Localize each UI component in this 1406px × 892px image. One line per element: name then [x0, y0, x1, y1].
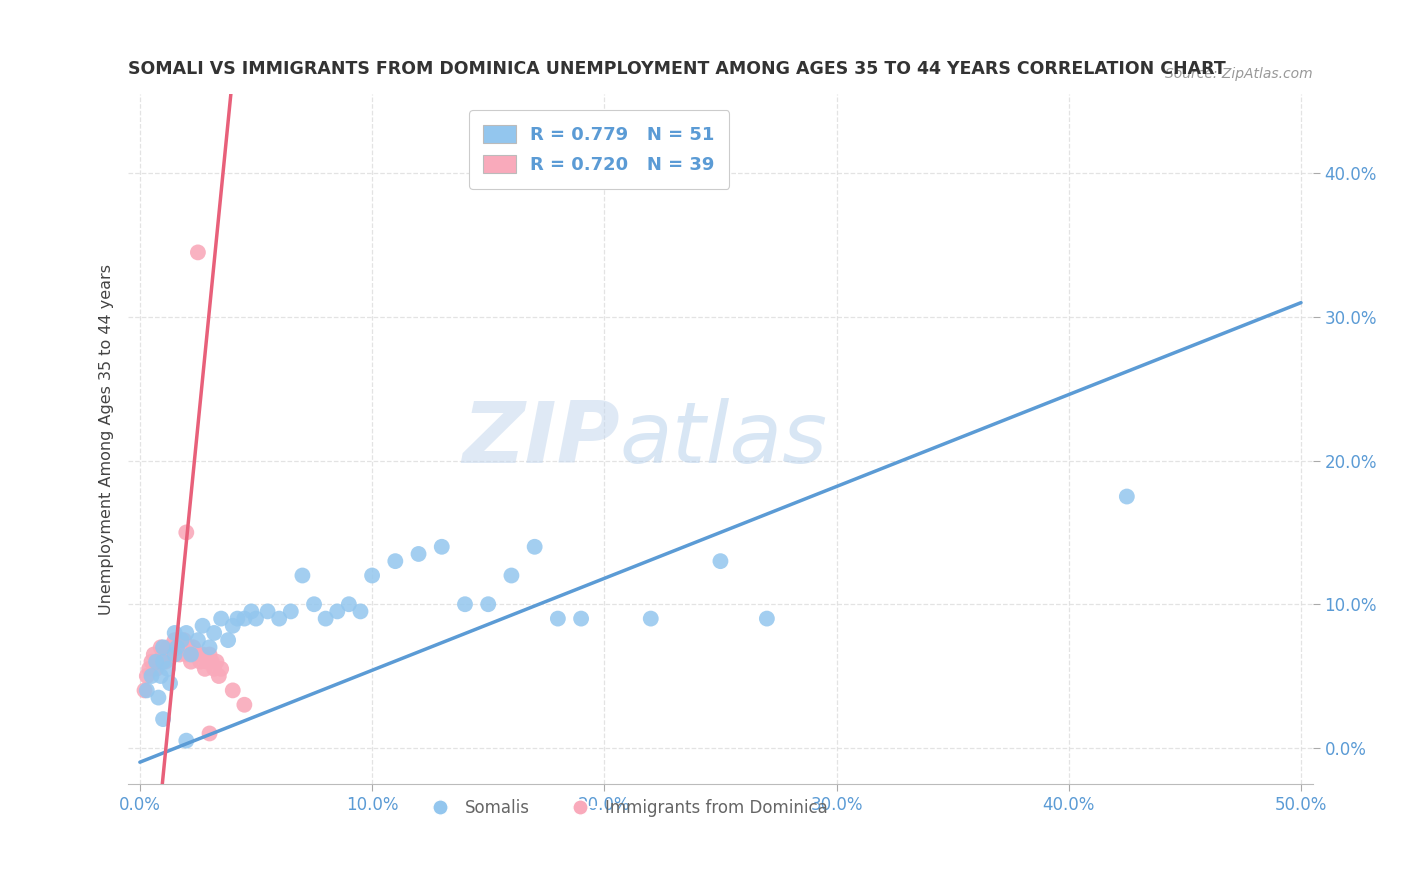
Point [337, 597, 360, 611]
Point [195, 655, 218, 669]
Point [156, 640, 179, 655]
Point [222, 619, 245, 633]
Point [233, 698, 256, 712]
Point [233, 611, 256, 625]
Point [170, 640, 193, 655]
Point [145, 662, 167, 676]
Point [315, 611, 337, 625]
Point [134, 683, 156, 698]
Point [291, 568, 314, 582]
Text: Source: ZipAtlas.com: Source: ZipAtlas.com [1166, 67, 1313, 80]
Point [408, 547, 430, 561]
Point [184, 648, 207, 662]
Point [142, 648, 165, 662]
Point [141, 669, 163, 683]
Point [135, 669, 157, 683]
Point [173, 633, 195, 648]
Point [361, 568, 384, 582]
Point [226, 611, 249, 625]
Point [152, 648, 174, 662]
Text: ZIP: ZIP [463, 398, 620, 481]
Text: SOMALI VS IMMIGRANTS FROM DOMINICA UNEMPLOYMENT AMONG AGES 35 TO 44 YEARS CORREL: SOMALI VS IMMIGRANTS FROM DOMINICA UNEMP… [128, 60, 1226, 78]
Point [149, 669, 172, 683]
Point [166, 640, 188, 655]
Point [205, 655, 228, 669]
Point [755, 611, 778, 625]
Text: atlas: atlas [620, 398, 828, 481]
Point [176, 626, 198, 640]
Point [640, 611, 662, 625]
Legend: Somalis, Immigrants from Dominica: Somalis, Immigrants from Dominica [416, 792, 835, 823]
Point [280, 604, 302, 618]
Point [187, 633, 209, 648]
Point [709, 554, 731, 568]
Point [181, 640, 204, 655]
Point [208, 669, 231, 683]
Point [523, 540, 546, 554]
Point [163, 626, 186, 640]
Point [169, 648, 191, 662]
Point [202, 662, 225, 676]
Point [209, 611, 232, 625]
Point [162, 640, 184, 655]
Point [217, 633, 239, 648]
Point [194, 662, 217, 676]
Point [477, 597, 499, 611]
Point [180, 655, 202, 669]
Point [148, 690, 170, 705]
Point [547, 611, 569, 625]
Point [222, 683, 245, 698]
Y-axis label: Unemployment Among Ages 35 to 44 years: Unemployment Among Ages 35 to 44 years [100, 263, 114, 615]
Point [141, 655, 163, 669]
Point [201, 655, 224, 669]
Point [198, 726, 221, 740]
Point [148, 655, 170, 669]
Point [180, 648, 202, 662]
Point [569, 611, 592, 625]
Point [176, 525, 198, 540]
Point [152, 640, 174, 655]
Point [454, 597, 477, 611]
Point [209, 662, 232, 676]
Point [155, 655, 177, 669]
Point [149, 640, 172, 655]
Point [302, 597, 325, 611]
Point [501, 568, 523, 582]
Point [159, 676, 181, 690]
Point [170, 633, 193, 648]
Point [187, 648, 209, 662]
Point [176, 648, 198, 662]
Point [430, 540, 453, 554]
Point [163, 633, 186, 648]
Point [145, 655, 167, 669]
Point [163, 648, 186, 662]
Point [384, 554, 406, 568]
Point [245, 611, 267, 625]
Point [256, 604, 278, 618]
Point [159, 648, 181, 662]
Point [269, 611, 291, 625]
Point [1115, 490, 1137, 504]
Point [177, 640, 200, 655]
Point [135, 683, 157, 698]
Point [187, 245, 209, 260]
Point [326, 604, 349, 618]
Point [191, 648, 214, 662]
Point [191, 619, 214, 633]
Point [188, 655, 211, 669]
Point [240, 604, 263, 618]
Point [152, 712, 174, 726]
Point [176, 733, 198, 747]
Point [138, 662, 160, 676]
Point [349, 604, 371, 618]
Point [156, 662, 179, 676]
Point [152, 655, 174, 669]
Point [198, 648, 221, 662]
Point [198, 640, 221, 655]
Point [166, 640, 188, 655]
Point [202, 626, 225, 640]
